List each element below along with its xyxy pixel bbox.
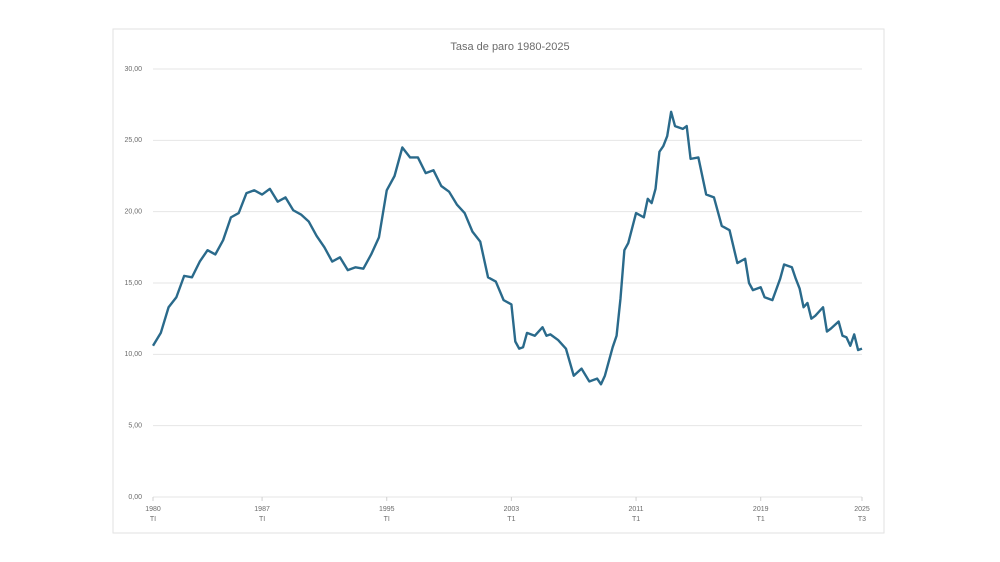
x-tick-label: 2011 <box>629 506 644 513</box>
y-tick-label: 10,00 <box>124 351 142 358</box>
y-tick-label: 5,00 <box>128 423 142 430</box>
x-tick-label: 2003 <box>504 506 520 513</box>
y-tick-label: 25,00 <box>124 137 142 144</box>
x-tick-quarter: T1 <box>757 516 765 523</box>
y-tick-label: 20,00 <box>124 209 142 216</box>
y-tick-label: 15,00 <box>124 280 142 287</box>
y-tick-label: 30,00 <box>124 66 142 73</box>
chart-frame <box>112 28 885 534</box>
x-tick-label: 1980 <box>145 506 161 513</box>
x-tick-quarter: TI <box>150 516 156 523</box>
line-series <box>151 110 863 386</box>
x-tick-quarter: TI <box>384 516 390 523</box>
x-tick-label: 2025 <box>854 506 870 513</box>
x-tick-quarter: TI <box>259 516 265 523</box>
x-tick-label: 1987 <box>254 506 270 513</box>
x-tick-quarter: T1 <box>507 516 515 523</box>
x-tick-quarter: T3 <box>858 516 866 523</box>
x-tick-quarter: T1 <box>632 516 640 523</box>
chart-title: Tasa de paro 1980-2025 <box>450 41 569 53</box>
x-tick-label: 2019 <box>753 506 769 513</box>
y-tick-label: 0,00 <box>128 494 142 501</box>
x-tick-label: 1995 <box>379 506 395 513</box>
